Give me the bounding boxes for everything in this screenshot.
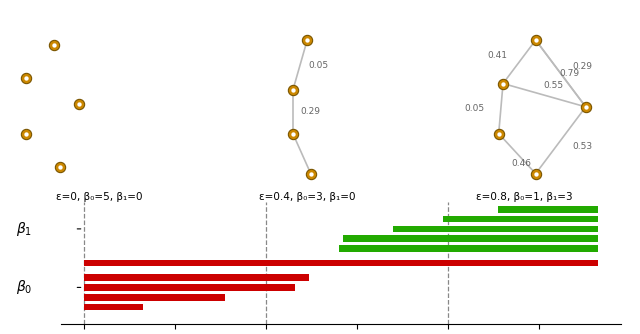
Point: [55, 164, 65, 170]
Text: ε=0, β₀=5, β₁=0: ε=0, β₀=5, β₁=0: [56, 192, 143, 202]
Text: 0.55: 0.55: [543, 81, 563, 90]
Point: [498, 81, 508, 86]
Text: ε=0.8, β₀=1, β₁=3: ε=0.8, β₀=1, β₁=3: [477, 192, 573, 202]
Bar: [339, 245, 598, 252]
Point: [288, 88, 298, 93]
Point: [493, 131, 504, 136]
Point: [49, 42, 60, 48]
Point: [531, 171, 541, 176]
Bar: [84, 284, 295, 291]
Text: 0.05: 0.05: [465, 104, 485, 113]
Point: [306, 171, 316, 176]
Text: 0.79: 0.79: [559, 69, 579, 78]
Bar: [84, 304, 143, 310]
Point: [531, 37, 541, 43]
Text: $\beta_1$: $\beta_1$: [16, 220, 33, 238]
Point: [498, 81, 508, 86]
Point: [288, 88, 298, 93]
Point: [580, 104, 591, 110]
Bar: [84, 260, 598, 267]
Text: 0.53: 0.53: [572, 143, 593, 151]
Text: 0.29: 0.29: [572, 62, 593, 71]
Text: 0.05: 0.05: [308, 61, 328, 69]
Point: [580, 104, 591, 110]
Text: 0.46: 0.46: [511, 159, 532, 168]
Bar: [393, 225, 598, 232]
Text: 0.29: 0.29: [301, 108, 321, 116]
Point: [74, 101, 84, 106]
Point: [20, 131, 31, 136]
Point: [493, 131, 504, 136]
Bar: [84, 294, 225, 301]
Text: 0.41: 0.41: [488, 51, 508, 59]
Point: [55, 164, 65, 170]
Point: [20, 131, 31, 136]
Text: ε=0.4, β₀=3, β₁=0: ε=0.4, β₀=3, β₁=0: [259, 192, 355, 202]
Point: [20, 76, 31, 81]
Bar: [498, 206, 598, 213]
Point: [306, 171, 316, 176]
Point: [288, 131, 298, 136]
Bar: [444, 216, 598, 222]
Text: $\beta_0$: $\beta_0$: [16, 279, 33, 296]
Point: [531, 37, 541, 43]
Point: [288, 131, 298, 136]
Point: [531, 171, 541, 176]
Point: [302, 37, 312, 43]
Point: [49, 42, 60, 48]
Point: [302, 37, 312, 43]
Bar: [84, 274, 309, 281]
Point: [20, 76, 31, 81]
Point: [74, 101, 84, 106]
Bar: [343, 235, 598, 242]
